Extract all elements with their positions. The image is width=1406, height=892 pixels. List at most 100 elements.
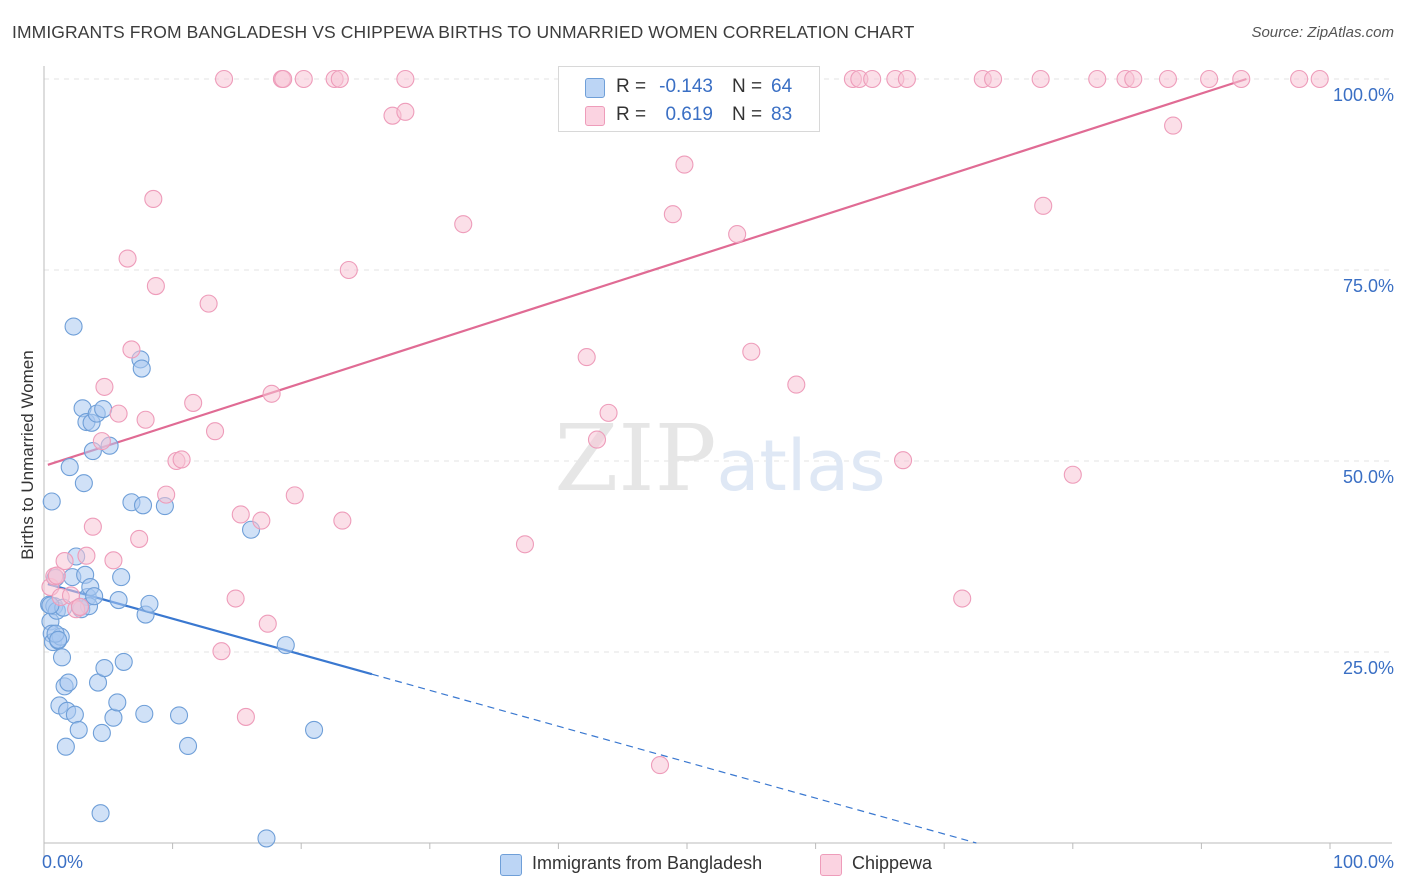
data-point: [984, 69, 1003, 89]
data-point: [1124, 69, 1143, 89]
data-point: [650, 756, 670, 775]
data-point: [132, 359, 151, 378]
data-point: [285, 486, 304, 505]
data-point: [69, 720, 88, 739]
data-point: [59, 673, 78, 692]
data-point: [1088, 69, 1107, 89]
n-label: N =: [732, 104, 763, 125]
data-point: [1310, 69, 1329, 89]
data-point: [109, 404, 128, 423]
series-legend: Immigrants from Bangladesh Chippewa: [0, 852, 1406, 880]
gridlines: [44, 78, 1392, 653]
legend-swatch-bangladesh: [585, 78, 605, 98]
data-point: [205, 422, 225, 441]
data-point: [104, 708, 123, 727]
chart-title: IMMIGRANTS FROM BANGLADESH VS CHIPPEWA B…: [12, 22, 915, 42]
data-point: [330, 69, 349, 89]
legend-label-chippewa: Chippewa: [852, 853, 933, 873]
data-point: [95, 658, 114, 678]
data-point: [675, 155, 694, 174]
data-point: [1200, 69, 1219, 89]
data-point: [85, 587, 104, 606]
r-label: R =: [616, 76, 647, 97]
trend-line-extension-0: [371, 673, 977, 844]
data-point: [742, 342, 761, 361]
data-point: [92, 432, 111, 451]
data-point: [184, 393, 203, 412]
legend-swatch-chippewa: [585, 106, 605, 126]
data-point: [305, 720, 324, 739]
data-point: [91, 804, 110, 823]
series-0-points: [40, 317, 324, 848]
legend-swatch-bangladesh: [500, 854, 522, 876]
y-tick-100: 100.0%: [1332, 85, 1394, 105]
data-point: [252, 511, 271, 530]
data-point: [1034, 196, 1053, 215]
data-points: [40, 69, 1329, 848]
data-point: [262, 384, 281, 403]
n-label: N =: [732, 76, 763, 97]
data-point: [65, 705, 84, 724]
data-point: [70, 597, 90, 616]
data-point: [52, 648, 72, 667]
data-point: [56, 737, 75, 756]
data-point: [274, 69, 293, 89]
data-point: [94, 399, 113, 419]
data-point: [92, 723, 111, 743]
n-value-chippewa: 83: [771, 104, 793, 125]
data-point: [276, 636, 295, 655]
data-point: [49, 630, 68, 649]
legend-row-bangladesh: R = -0.143 N = 64: [559, 73, 819, 101]
data-point: [178, 736, 198, 756]
data-point: [114, 652, 133, 671]
data-point: [199, 294, 218, 313]
data-point: [172, 450, 191, 469]
data-point: [60, 458, 79, 477]
r-value-chippewa: 0.619: [665, 104, 713, 125]
x-tick-100: 100.0%: [1332, 852, 1394, 872]
data-point: [77, 546, 96, 565]
data-point: [599, 403, 618, 422]
data-point: [108, 693, 127, 712]
data-point: [104, 551, 123, 570]
data-point: [42, 492, 61, 511]
legend-row-chippewa: R = 0.619 N = 83: [559, 101, 819, 129]
data-point: [118, 249, 137, 268]
data-point: [226, 589, 245, 608]
data-point: [130, 529, 149, 548]
data-point: [74, 474, 93, 493]
data-point: [157, 485, 176, 504]
data-point: [109, 590, 128, 610]
data-point: [1164, 116, 1183, 135]
data-point: [236, 707, 255, 726]
data-point: [663, 205, 682, 224]
data-point: [136, 410, 155, 429]
data-point: [577, 348, 596, 367]
data-point: [140, 594, 159, 613]
watermark: ZIPatlas: [554, 405, 885, 512]
data-point: [1290, 69, 1309, 89]
data-point: [1158, 69, 1178, 89]
data-point: [893, 451, 913, 470]
source-label: Source: ZipAtlas.com: [1251, 24, 1394, 41]
data-point: [454, 215, 473, 234]
data-point: [133, 496, 153, 515]
data-point: [339, 260, 358, 280]
data-point: [863, 69, 882, 89]
legend-swatch-chippewa: [820, 854, 842, 876]
data-point: [146, 276, 165, 296]
data-point: [95, 377, 114, 396]
data-point: [169, 706, 189, 725]
data-point: [257, 829, 276, 848]
data-point: [953, 589, 972, 608]
data-point: [1031, 69, 1050, 89]
x-tick-0: 0.0%: [42, 852, 84, 872]
watermark-atlas: atlas: [717, 425, 886, 507]
trend-line-1: [47, 77, 1247, 466]
data-point: [515, 535, 535, 554]
data-point: [55, 552, 74, 571]
data-point: [47, 566, 66, 585]
data-point: [897, 69, 916, 89]
data-point: [728, 225, 747, 244]
